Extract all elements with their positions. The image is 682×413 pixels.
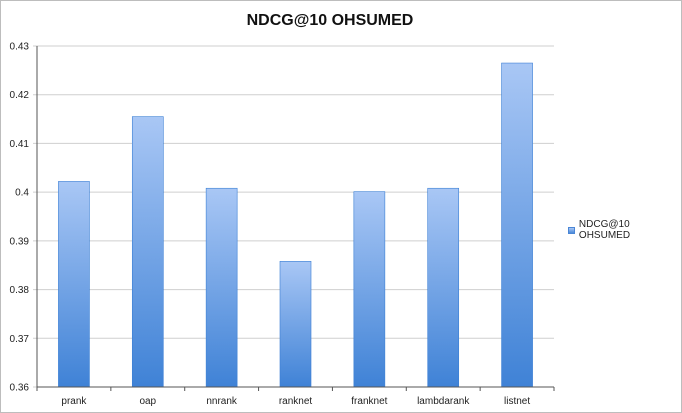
y-tick-label: 0.42 (10, 90, 30, 101)
legend-swatch (568, 226, 575, 234)
tick-labels: 0.36 0.37 0.38 0.39 0.4 0.41 0.42 0.43 prank oap n… (10, 42, 531, 408)
chart-title: NDCG@10 OHSUMED (246, 12, 414, 29)
x-tick-label: prank (61, 396, 87, 407)
axes (36, 46, 555, 391)
bar-lambdarank (427, 187, 460, 388)
bars (58, 62, 533, 388)
x-tick-label: ranknet (279, 396, 313, 407)
bar-franknet (353, 191, 386, 388)
bar-prank (58, 181, 90, 388)
bar-ranknet (279, 261, 312, 388)
y-tick-label: 0.39 (10, 236, 30, 247)
y-tick-label: 0.36 (10, 383, 30, 394)
legend: NDCG@10 OHSUMED (568, 219, 682, 241)
bar-listnet (501, 62, 533, 388)
bar-nnrank (205, 187, 238, 388)
legend-label: NDCG@10 OHSUMED (578, 219, 631, 241)
x-tick-label: franknet (351, 396, 387, 407)
y-tick-label: 0.38 (10, 285, 30, 296)
y-tick-label: 0.37 (10, 334, 30, 345)
bar-oap (131, 116, 164, 388)
x-tick-label: oap (139, 396, 156, 407)
y-tick-label: 0.4 (15, 188, 29, 199)
x-tick-label: listnet (504, 396, 530, 407)
y-tick-label: 0.43 (10, 42, 30, 53)
x-tick-label: nnrank (206, 396, 238, 407)
x-tick-label: lambdarank (417, 396, 470, 407)
y-tick-label: 0.41 (10, 139, 30, 150)
